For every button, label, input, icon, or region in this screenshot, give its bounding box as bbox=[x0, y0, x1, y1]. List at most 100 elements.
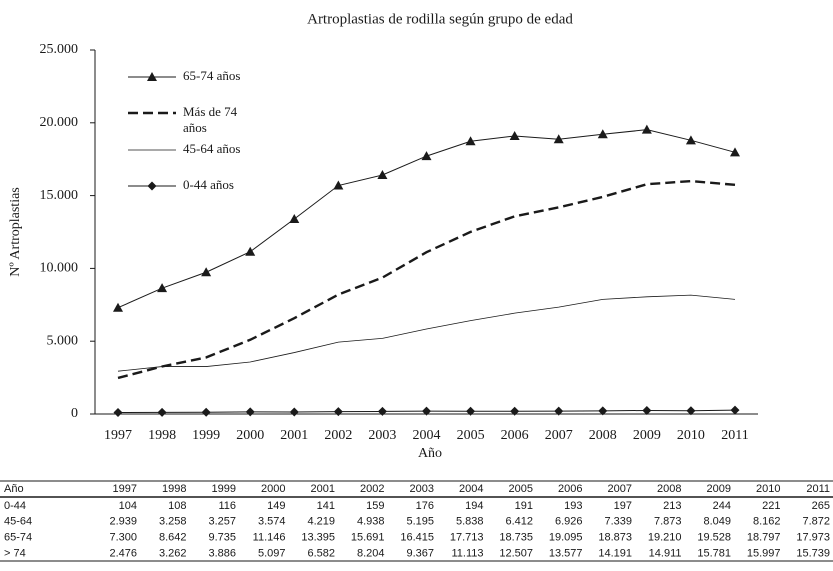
table-cell: 6.582 bbox=[307, 547, 335, 559]
x-tick-label: 1997 bbox=[104, 428, 132, 443]
table-cell: 7.339 bbox=[604, 516, 632, 528]
table-cell: 15.739 bbox=[796, 547, 830, 559]
table-cell: 265 bbox=[812, 500, 830, 512]
table-year: 2008 bbox=[657, 483, 681, 495]
marker bbox=[333, 180, 344, 190]
table-cell: 3.574 bbox=[258, 516, 286, 528]
marker bbox=[333, 407, 343, 417]
table-cell: 176 bbox=[416, 500, 434, 512]
table-cell: 8.049 bbox=[703, 516, 731, 528]
x-tick-label: 2002 bbox=[324, 428, 352, 443]
marker bbox=[245, 407, 255, 417]
table-cell: 9.367 bbox=[406, 547, 434, 559]
table-year: 2010 bbox=[756, 483, 780, 495]
table-year: 2009 bbox=[707, 483, 731, 495]
legend-marker bbox=[147, 181, 157, 191]
marker bbox=[377, 169, 388, 179]
table-cell: 17.713 bbox=[450, 532, 484, 544]
marker bbox=[730, 147, 740, 157]
table-cell: 2.939 bbox=[109, 516, 137, 528]
table-cell: 7.872 bbox=[802, 516, 830, 528]
table-cell: 19.528 bbox=[697, 532, 731, 544]
x-tick-label: 2009 bbox=[633, 428, 661, 443]
table-cell: 9.735 bbox=[208, 532, 236, 544]
legend-label: 0-44 años bbox=[183, 177, 234, 192]
marker bbox=[201, 407, 211, 417]
marker bbox=[554, 406, 564, 416]
marker bbox=[509, 130, 520, 140]
table-cell: 8.162 bbox=[753, 516, 781, 528]
marker bbox=[157, 407, 167, 417]
table-cell: 13.577 bbox=[549, 547, 583, 559]
y-axis-label: Nº Artroplastias bbox=[8, 187, 23, 277]
table-year: 1997 bbox=[113, 483, 137, 495]
y-tick-label: 5.000 bbox=[47, 333, 79, 348]
marker bbox=[685, 135, 696, 145]
table-cell: 18.873 bbox=[598, 532, 632, 544]
table-cell: 8.642 bbox=[159, 532, 187, 544]
x-axis-label: Año bbox=[418, 446, 442, 461]
table-cell: 6.412 bbox=[505, 516, 533, 528]
table-cell: 5.838 bbox=[456, 516, 484, 528]
table-cell: 3.262 bbox=[159, 547, 187, 559]
marker bbox=[201, 267, 212, 277]
marker bbox=[289, 407, 299, 417]
table-year: 2011 bbox=[806, 483, 830, 495]
x-tick-label: 2007 bbox=[545, 428, 573, 443]
table-cell: 159 bbox=[366, 500, 384, 512]
x-tick-label: 2003 bbox=[368, 428, 396, 443]
table-year: 2000 bbox=[261, 483, 285, 495]
table-year: 2006 bbox=[558, 483, 582, 495]
marker bbox=[510, 406, 520, 416]
table-cell: 18.735 bbox=[499, 532, 533, 544]
table-cell: 4.219 bbox=[307, 516, 335, 528]
table-header: Año bbox=[4, 483, 24, 495]
y-tick-label: 15.000 bbox=[40, 188, 79, 203]
table-cell: 5.097 bbox=[258, 547, 286, 559]
table-cell: 197 bbox=[614, 500, 632, 512]
x-tick-label: 2004 bbox=[413, 428, 441, 443]
chart-title: Artroplastias de rodilla según grupo de … bbox=[307, 11, 573, 27]
table-row-label: > 74 bbox=[4, 547, 26, 559]
table-cell: 7.300 bbox=[109, 532, 137, 544]
marker bbox=[730, 405, 740, 415]
marker bbox=[113, 407, 123, 417]
table-year: 2001 bbox=[311, 483, 335, 495]
table-cell: 2.476 bbox=[109, 547, 137, 559]
marker bbox=[465, 136, 476, 146]
legend-label: 65-74 años bbox=[183, 68, 240, 83]
table-row-label: 0-44 bbox=[4, 500, 26, 512]
legend-label: Más de 74 años bbox=[183, 104, 240, 135]
y-tick-label: 25.000 bbox=[40, 42, 79, 57]
marker bbox=[113, 302, 123, 312]
table-row-label: 65-74 bbox=[4, 532, 32, 544]
marker bbox=[245, 246, 256, 256]
marker bbox=[377, 406, 387, 416]
x-tick-label: 1998 bbox=[148, 428, 176, 443]
marker bbox=[466, 406, 476, 416]
table-cell: 19.210 bbox=[648, 532, 682, 544]
table-cell: 15.781 bbox=[697, 547, 731, 559]
x-tick-label: 2011 bbox=[721, 428, 748, 443]
marker bbox=[598, 406, 608, 416]
table-row-label: 45-64 bbox=[4, 516, 32, 528]
table-cell: 15.691 bbox=[351, 532, 385, 544]
marker bbox=[422, 406, 431, 416]
marker bbox=[686, 406, 696, 416]
marker bbox=[553, 134, 564, 144]
marker bbox=[421, 151, 432, 161]
table-year: 2003 bbox=[410, 483, 434, 495]
x-tick-label: 2000 bbox=[236, 428, 264, 443]
table-cell: 194 bbox=[465, 500, 483, 512]
legend-label: 45-64 años bbox=[183, 141, 240, 156]
table-cell: 104 bbox=[119, 500, 137, 512]
table-cell: 191 bbox=[515, 500, 533, 512]
table-cell: 108 bbox=[168, 500, 186, 512]
table-cell: 19.095 bbox=[549, 532, 583, 544]
table-cell: 221 bbox=[762, 500, 780, 512]
table-cell: 149 bbox=[267, 500, 285, 512]
table-cell: 8.204 bbox=[357, 547, 385, 559]
table-cell: 14.191 bbox=[598, 547, 632, 559]
marker bbox=[642, 405, 652, 415]
table-cell: 4.938 bbox=[357, 516, 385, 528]
